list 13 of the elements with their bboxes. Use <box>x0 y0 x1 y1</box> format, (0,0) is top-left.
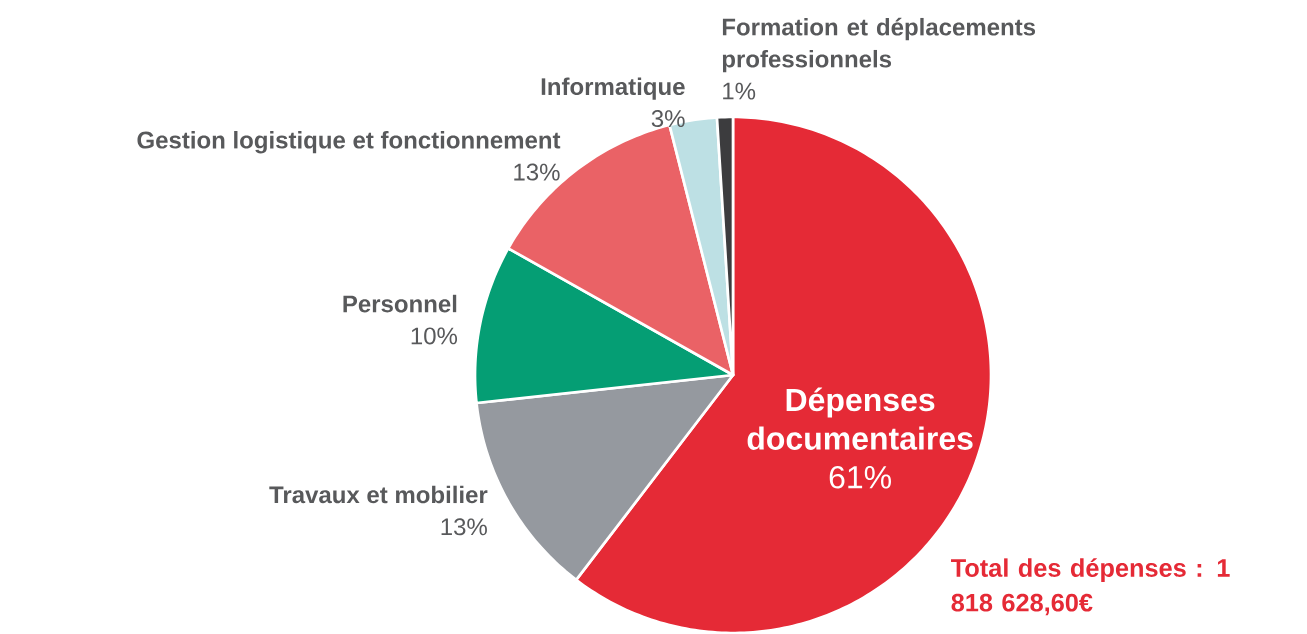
data-label: 3% <box>651 109 685 127</box>
slice-label: Dépenses documentaires <box>747 387 973 450</box>
text: Total des dépenses : 1 818 628,60€ <box>951 557 1230 616</box>
slice-label: Gestion logistique et fonctionnement <box>137 130 561 154</box>
data-label: 13% <box>441 518 487 536</box>
data-label: 13% <box>514 163 560 181</box>
slice-label: Formation et déplacements professionnels <box>722 17 1036 73</box>
slice-label: Travaux et mobilier <box>269 485 488 504</box>
data-label: 1% <box>723 82 756 100</box>
data-label: 10% <box>411 327 458 345</box>
data-label: 61% <box>829 465 891 489</box>
slice-label: Informatique <box>541 77 685 100</box>
slice-label: Personnel <box>343 294 457 313</box>
